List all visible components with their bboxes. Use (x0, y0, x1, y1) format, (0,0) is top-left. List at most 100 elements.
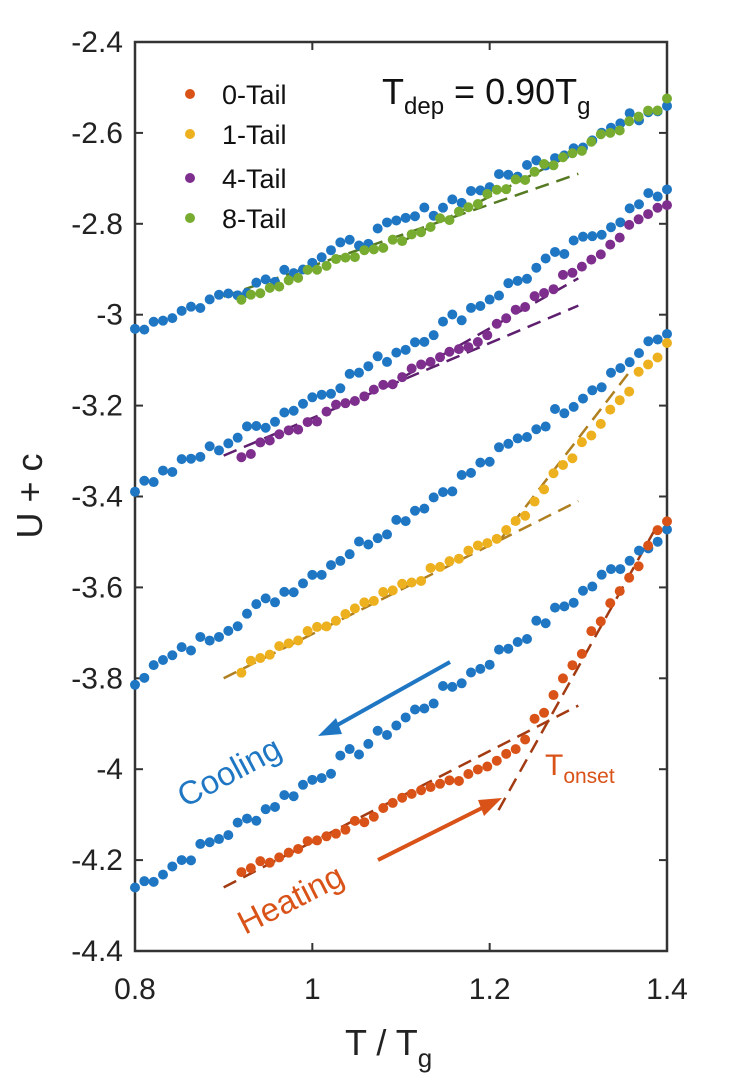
heating-point-1-tail (330, 615, 341, 626)
heating-point-8-tail (255, 288, 266, 299)
heating-point-0-tail (501, 748, 512, 759)
cooling-point-0-tail (512, 637, 523, 648)
cooling-point-1-tail (186, 645, 196, 656)
legend-item-2: 4-Tail (185, 164, 287, 194)
heating-point-8-tail (387, 234, 398, 245)
cooling-point-8-tail (326, 245, 336, 256)
cooling-point-0-tail (372, 725, 383, 736)
cooling-point-4-tail (652, 191, 663, 202)
heating-point-4-tail (557, 269, 568, 280)
heating-point-8-tail (633, 111, 644, 122)
heating-point-4-tail (302, 417, 313, 428)
heating-point-1-tail (293, 635, 304, 646)
heating-point-4-tail (283, 425, 294, 436)
heating-point-1-tail (614, 395, 625, 406)
cooling-point-8-tail (223, 288, 234, 299)
heating-point-4-tail (368, 384, 379, 395)
heating-point-4-tail (586, 254, 597, 265)
y-tick-label: -3.6 (71, 571, 123, 604)
cooling-point-0-tail (158, 869, 168, 880)
cooling-point-4-tail (391, 347, 402, 358)
cooling-point-8-tail (391, 215, 402, 226)
cooling-point-4-tail (419, 336, 430, 347)
cooling-point-0-tail (307, 774, 318, 785)
heating-point-0-tail (520, 734, 531, 745)
cooling-point-4-tail (335, 383, 346, 394)
cooling-point-1-tail (662, 328, 672, 339)
cooling-point-4-tail (643, 188, 654, 199)
cooling-point-4-tail (531, 262, 542, 273)
x-axis-title-sub: g (418, 1043, 432, 1073)
cooling-point-0-tail (568, 597, 579, 608)
cooling-point-1-tail (587, 385, 598, 396)
heating-point-8-tail (359, 245, 370, 256)
cooling-point-4-tail (475, 300, 486, 311)
heating-point-1-tail (472, 540, 483, 551)
legend-item-0: 0-Tail (185, 80, 287, 110)
cooling-point-0-tail (578, 585, 588, 596)
cooling-point-1-tail (316, 569, 327, 580)
cooling-point-0-tail (522, 633, 532, 644)
cooling-point-8-tail (260, 274, 271, 285)
onset-main: T (545, 749, 563, 782)
heating-point-4-tail (321, 406, 332, 417)
heating-point-0-tail (264, 857, 275, 868)
y-tick-label: -4.2 (71, 844, 123, 877)
legend-label-4-tail: 4-Tail (222, 164, 287, 194)
cooling-point-8-tail (316, 252, 327, 263)
heating-point-8-tail (463, 202, 474, 213)
cooling-point-0-tail (279, 790, 290, 801)
heating-point-8-tail (264, 282, 275, 293)
heating-point-1-tail (595, 418, 606, 429)
cooling-point-0-tail (456, 678, 467, 689)
heating-point-1-tail (416, 575, 427, 586)
cooling-point-4-tail (428, 330, 439, 341)
cooling-point-4-tail (522, 273, 532, 284)
heating-point-0-tail (453, 775, 464, 786)
x-axis-title: T / Tg (345, 1022, 432, 1073)
heating-point-8-tail (472, 199, 483, 210)
cooling-point-4-tail (223, 438, 234, 449)
cooling-point-1-tail (578, 393, 588, 404)
cooling-point-1-tail (363, 539, 374, 550)
cooling-point-0-tail (400, 712, 411, 723)
heating-point-4-tail (529, 291, 540, 302)
cooling-point-4-tail (438, 316, 448, 327)
cooling-point-1-tail (438, 487, 448, 498)
cooling-point-0-tail (494, 644, 504, 655)
cooling-point-4-tail (624, 203, 635, 214)
legend-label-0-tail: 0-Tail (222, 80, 287, 110)
heating-point-1-tail (491, 533, 502, 544)
cooling-point-4-tail (447, 309, 458, 320)
heating-point-1-tail (245, 655, 256, 666)
heating-point-1-tail (283, 638, 294, 649)
cooling-point-1-tail (260, 593, 271, 604)
cooling-point-1-tail (484, 456, 495, 467)
cooling-point-0-tail (242, 813, 252, 824)
fit-line-8-tail-low (223, 172, 579, 298)
heating-point-0-tail (624, 572, 635, 583)
cooling-point-1-tail (540, 421, 551, 432)
cooling-point-1-tail (167, 650, 178, 661)
x-axis-title-main: T / T (345, 1022, 418, 1063)
heating-point-1-tail (576, 437, 587, 448)
cooling-point-1-tail (410, 505, 420, 516)
cooling-point-0-tail (540, 618, 551, 629)
cooling-point-1-tail (559, 408, 570, 419)
legend-item-3: 8-Tail (185, 204, 287, 234)
heating-point-4-tail (264, 435, 275, 446)
x-tick-label: 1 (304, 973, 321, 1006)
cooling-point-4-tail (559, 248, 570, 259)
heating-point-0-tail (359, 817, 370, 828)
y-tick-label: -4 (96, 753, 123, 786)
heating-point-8-tail (397, 236, 408, 247)
cooling-point-1-tail (139, 672, 150, 683)
heating-point-8-tail (643, 105, 654, 116)
heating-point-0-tail (274, 852, 285, 863)
heating-point-4-tail (614, 232, 625, 243)
cooling-point-1-tail (643, 336, 654, 347)
legend: 0-Tail 1-Tail 4-Tail 8-Tail (185, 80, 287, 234)
cooling-point-8-tail (335, 237, 346, 248)
heating-point-8-tail (567, 148, 578, 159)
heating-point-4-tail (425, 356, 436, 367)
